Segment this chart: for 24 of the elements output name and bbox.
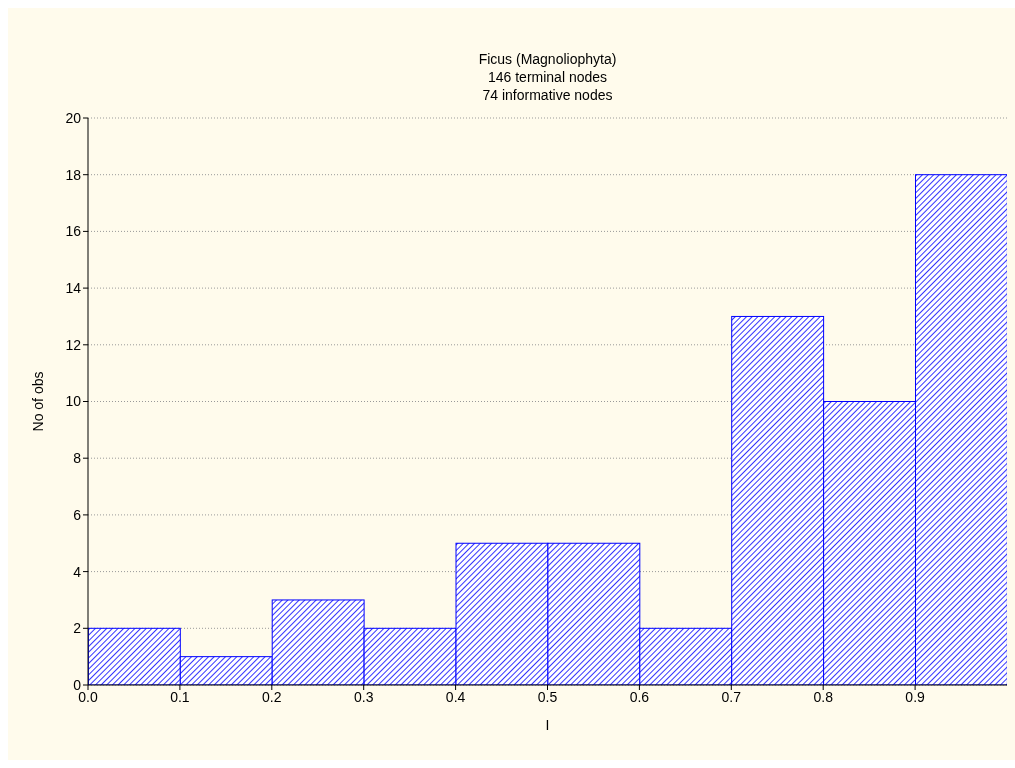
x-tick-label: 0.8 xyxy=(813,688,834,705)
x-tick-label: 0.2 xyxy=(262,688,282,705)
y-tick-label: 8 xyxy=(73,450,82,467)
y-tick-label: 20 xyxy=(65,109,82,126)
x-tick-label: 0.3 xyxy=(353,688,374,705)
chart-subtitle: 146 terminal nodes 74 informative nodes xyxy=(481,68,614,104)
y-axis-title: No of obs xyxy=(29,371,46,432)
x-tick-label: 0.5 xyxy=(537,688,558,705)
y-tick-label: 16 xyxy=(65,223,82,240)
y-tick-label: 2 xyxy=(73,620,82,637)
y-tick-label: 4 xyxy=(73,563,82,580)
y-tick-label: 6 xyxy=(73,506,82,523)
x-tick-label: 0.6 xyxy=(629,688,650,705)
y-tick-label: 10 xyxy=(65,393,82,410)
chart-title: Ficus (Magnoliophyta) xyxy=(477,50,618,68)
y-tick-label: 0 xyxy=(73,676,82,693)
y-tick-label: 12 xyxy=(65,336,82,353)
y-tick-label: 18 xyxy=(65,166,82,183)
y-tick-label: 14 xyxy=(65,280,82,297)
x-axis-title: I xyxy=(545,717,550,733)
x-tick-label: 0.1 xyxy=(170,688,190,705)
x-tick-label: 0.7 xyxy=(721,688,742,705)
x-tick-label: 0.9 xyxy=(905,688,926,705)
x-tick-label: 0.4 xyxy=(445,688,466,705)
